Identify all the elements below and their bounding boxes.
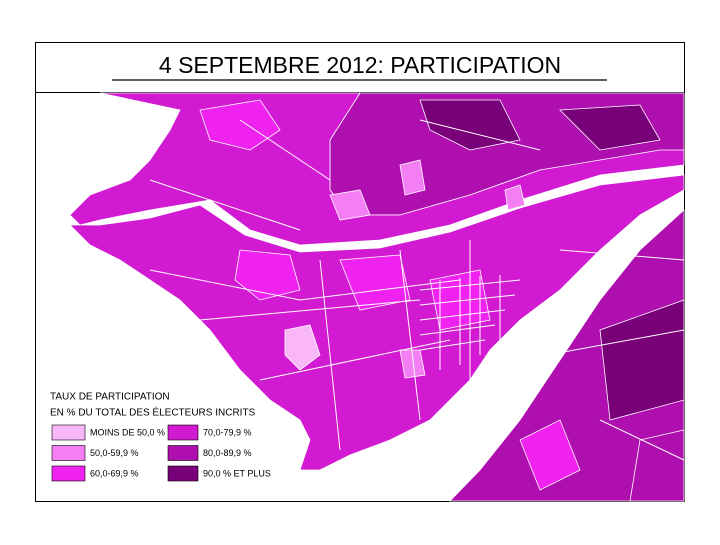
district: [519, 419, 581, 491]
legend-label: MOINS DE 50,0 %: [90, 427, 165, 437]
district: [399, 349, 426, 379]
legend-swatch: [51, 445, 86, 461]
district: [284, 324, 321, 371]
legend-swatch: [167, 465, 199, 482]
district: [559, 104, 661, 151]
legend-label: 90,0 % ET PLUS: [203, 468, 271, 478]
boundaries: [149, 119, 685, 461]
legend-swatch: [51, 424, 86, 441]
district: [199, 99, 281, 151]
district: [399, 159, 426, 196]
legend-label: 80,0-89,9 %: [203, 448, 252, 458]
district: [599, 299, 685, 421]
street-grid: [419, 275, 521, 370]
legend-label: 50,0-59,9 %: [90, 448, 139, 458]
legend-subtitle: EN % DU TOTAL DES ÉLECTEURS INCRITS: [50, 406, 256, 419]
legend-title: TAUX DE PARTICIPATION: [50, 392, 170, 403]
map: [69, 92, 685, 502]
legend: TAUX DE PARTICIPATION EN % DU TOTAL DES …: [50, 392, 271, 482]
district: [504, 184, 526, 211]
district: [234, 249, 301, 301]
legend-swatch: [167, 424, 199, 441]
district: [329, 189, 371, 221]
legend-label: 60,0-69,9 %: [90, 468, 139, 478]
legend-swatch: [51, 465, 86, 482]
montreal-island: [69, 174, 685, 471]
legend-swatch: [167, 445, 199, 461]
legend-label: 70,0-79,9 %: [203, 427, 252, 437]
district: [629, 429, 685, 502]
district: [419, 99, 521, 151]
map-title: 4 SEPTEMBRE 2012: PARTICIPATION: [159, 52, 561, 78]
south-shore: [449, 209, 685, 502]
